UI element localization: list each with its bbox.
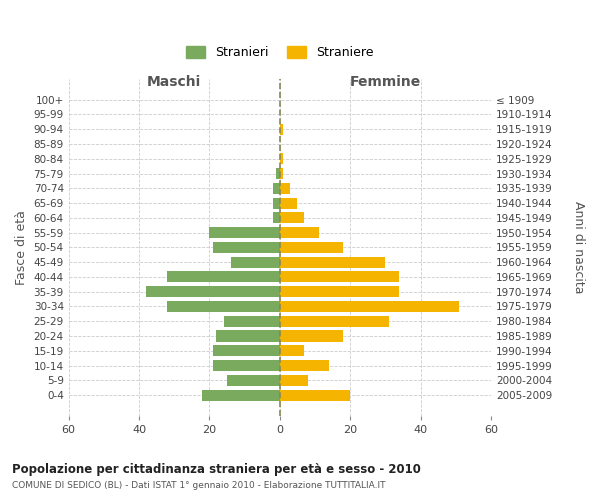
Bar	[280, 212, 304, 224]
Bar	[280, 286, 400, 297]
Bar	[280, 375, 308, 386]
Bar	[280, 346, 304, 356]
Bar	[280, 183, 290, 194]
Bar	[213, 346, 280, 356]
Bar	[224, 316, 280, 327]
Y-axis label: Fasce di età: Fasce di età	[15, 210, 28, 285]
Text: Maschi: Maschi	[147, 76, 202, 90]
Text: Femmine: Femmine	[350, 76, 421, 90]
Bar	[273, 198, 280, 208]
Text: Popolazione per cittadinanza straniera per età e sesso - 2010: Popolazione per cittadinanza straniera p…	[12, 462, 421, 475]
Bar	[209, 227, 280, 238]
Bar	[202, 390, 280, 400]
Bar	[280, 272, 400, 282]
Bar	[230, 256, 280, 268]
Bar	[280, 227, 319, 238]
Bar	[280, 124, 283, 134]
Bar	[167, 272, 280, 282]
Bar	[227, 375, 280, 386]
Bar	[280, 330, 343, 342]
Bar	[280, 198, 298, 208]
Legend: Stranieri, Straniere: Stranieri, Straniere	[181, 41, 379, 64]
Bar	[213, 360, 280, 371]
Bar	[280, 390, 350, 400]
Bar	[280, 168, 283, 179]
Bar	[213, 242, 280, 253]
Bar	[280, 360, 329, 371]
Y-axis label: Anni di nascita: Anni di nascita	[572, 201, 585, 294]
Bar	[280, 316, 389, 327]
Bar	[276, 168, 280, 179]
Bar	[217, 330, 280, 342]
Bar	[273, 212, 280, 224]
Bar	[280, 256, 385, 268]
Bar	[280, 242, 343, 253]
Bar	[167, 301, 280, 312]
Bar	[280, 301, 459, 312]
Bar	[273, 183, 280, 194]
Text: COMUNE DI SEDICO (BL) - Dati ISTAT 1° gennaio 2010 - Elaborazione TUTTITALIA.IT: COMUNE DI SEDICO (BL) - Dati ISTAT 1° ge…	[12, 481, 386, 490]
Bar	[280, 153, 283, 164]
Bar	[146, 286, 280, 297]
